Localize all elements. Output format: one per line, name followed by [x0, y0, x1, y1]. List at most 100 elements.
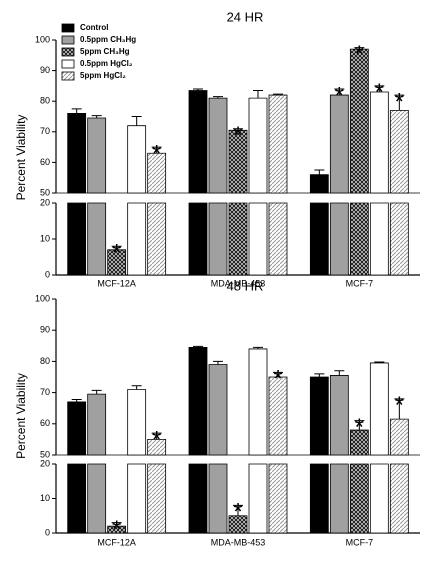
- error-bar: [334, 370, 345, 376]
- y-tick-label: 60: [40, 418, 50, 428]
- bar: [329, 94, 349, 276]
- y-tick-label: 0: [45, 527, 50, 537]
- error-bar: [111, 522, 122, 527]
- bar: [107, 525, 127, 534]
- significance-marker: *: [355, 41, 364, 68]
- error-bar: [131, 116, 142, 126]
- legend-swatch: [61, 23, 75, 33]
- bar: [67, 113, 87, 276]
- bar: [208, 364, 228, 534]
- error-bar: [374, 361, 385, 363]
- legend-swatch: [61, 71, 75, 81]
- error-bar: [334, 88, 345, 96]
- bar: [389, 109, 409, 276]
- bar: [208, 97, 228, 276]
- y-tick-label: 20: [40, 458, 50, 468]
- bar: [309, 376, 329, 534]
- error-bar: [253, 346, 263, 349]
- y-tick-label: 50: [40, 449, 50, 459]
- error-bar: [91, 115, 102, 119]
- significance-marker: *: [152, 140, 161, 167]
- significance-marker: *: [395, 88, 404, 115]
- legend-label: 5ppm CH₃Hg: [80, 47, 130, 56]
- bar: [349, 429, 369, 534]
- bar: [389, 418, 409, 534]
- significance-marker: *: [112, 516, 121, 543]
- significance-marker: *: [112, 240, 121, 267]
- chart-title: 24 HR: [227, 9, 264, 24]
- significance-marker: *: [395, 392, 404, 419]
- error-bar: [91, 389, 102, 395]
- legend-label: 0.5ppm HgCl₂: [80, 59, 133, 68]
- error-bar: [273, 371, 283, 377]
- y-tick-label: 60: [40, 157, 50, 167]
- error-bar: [394, 94, 405, 111]
- x-tick-label: MCF-7: [346, 278, 374, 288]
- y-tick-label: 80: [40, 96, 50, 106]
- y-tick-label: 90: [40, 65, 50, 75]
- error-bar: [233, 128, 243, 131]
- error-bar: [213, 96, 223, 99]
- significance-marker: *: [233, 122, 242, 149]
- legend-swatch: [61, 35, 75, 45]
- error-bar: [151, 146, 162, 154]
- y-tick-label: 50: [40, 187, 50, 197]
- y-axis-label: Percent Viability: [14, 115, 28, 201]
- y-tick-label: 70: [40, 387, 50, 397]
- error-bar: [151, 432, 162, 440]
- bar: [369, 362, 389, 534]
- error-bar: [314, 373, 325, 377]
- error-bar: [193, 345, 203, 348]
- bar: [268, 376, 288, 534]
- bar: [268, 94, 288, 276]
- y-tick-label: 100: [35, 293, 50, 303]
- bar: [87, 393, 107, 534]
- bar: [248, 348, 268, 534]
- bar: [188, 346, 208, 534]
- significance-marker: *: [355, 414, 364, 441]
- legend-swatch: [61, 59, 75, 69]
- bar: [87, 117, 107, 276]
- bar: [127, 389, 147, 534]
- bar: [248, 97, 268, 276]
- y-tick-label: 90: [40, 325, 50, 335]
- error-bar: [253, 89, 263, 99]
- x-tick-label: MCF-12A: [97, 537, 136, 547]
- x-tick-label: MDA-MB-453: [211, 537, 266, 547]
- y-tick-label: 80: [40, 356, 50, 366]
- error-bar: [233, 504, 243, 516]
- error-bar: [354, 47, 365, 50]
- y-tick-label: 10: [40, 233, 50, 243]
- chart-title: 48 HR: [227, 278, 264, 293]
- bar: [349, 48, 369, 276]
- significance-marker: *: [152, 427, 161, 454]
- legend-label: 5ppm HgCl₂: [80, 71, 126, 80]
- error-bar: [314, 169, 325, 175]
- significance-marker: *: [375, 79, 384, 106]
- bar: [127, 125, 147, 276]
- bar: [147, 439, 167, 534]
- legend-label: 0.5ppm CH₃Hg: [80, 35, 136, 44]
- bar: [228, 129, 248, 276]
- significance-marker: *: [335, 82, 344, 109]
- error-bar: [354, 420, 365, 431]
- bar: [67, 401, 87, 534]
- bar: [188, 90, 208, 276]
- error-bar: [111, 245, 122, 250]
- significance-marker: *: [273, 366, 282, 393]
- legend-label: Control: [80, 23, 108, 32]
- y-tick-label: 70: [40, 126, 50, 136]
- x-tick-label: MDA-MB-453: [211, 278, 266, 288]
- error-bar: [394, 398, 405, 420]
- error-bar: [71, 108, 82, 114]
- bar: [309, 174, 329, 276]
- bar: [147, 152, 167, 276]
- bar: [107, 249, 127, 276]
- x-tick-label: MCF-7: [346, 537, 374, 547]
- bar: [329, 375, 349, 534]
- bar: [228, 515, 248, 534]
- y-tick-label: 10: [40, 493, 50, 503]
- error-bar: [71, 398, 82, 402]
